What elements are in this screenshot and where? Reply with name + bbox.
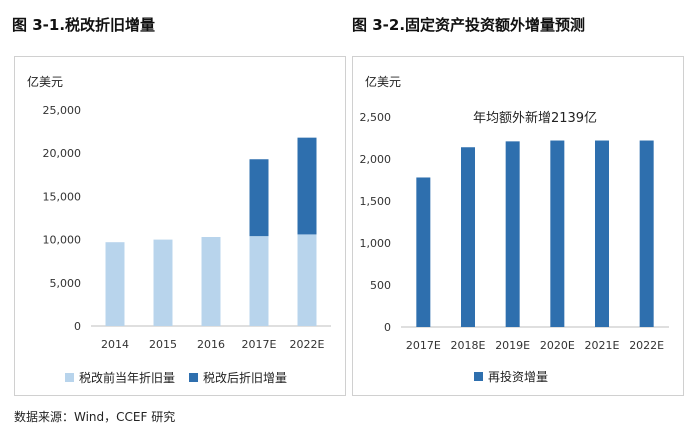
figure-1-title: 图 3-1.税改折旧增量 xyxy=(12,16,156,34)
legend-swatch-0 xyxy=(65,373,74,382)
chart-annotation: 年均额外新增2139亿 xyxy=(473,110,597,126)
chart1-svg: 0 5,000 10,000 15,000 20,000 25,000 2014 2015 20… xyxy=(43,104,331,385)
y-tick-label: 2,000 xyxy=(360,153,392,166)
x-tick-label: 2015 xyxy=(149,338,177,351)
x-tick-label: 2018E xyxy=(451,339,486,352)
chart2-unit-label: 亿美元 xyxy=(365,75,402,89)
bar-2017E-series-1 xyxy=(249,159,269,237)
bar-2022E-series-0 xyxy=(297,234,317,326)
source-note: 数据来源：Wind，CCEF 研究 xyxy=(14,410,176,424)
legend-label-0: 税改前当年折旧量 xyxy=(79,370,175,385)
y-tick-label: 1,500 xyxy=(360,195,392,208)
bar-2021E-series-0 xyxy=(595,140,609,327)
chart1-unit-label: 亿美元 xyxy=(27,75,64,89)
y-tick-label: 15,000 xyxy=(43,190,82,203)
legend-swatch-1 xyxy=(189,373,199,382)
y-tick-label: 10,000 xyxy=(43,234,82,247)
legend-label-1: 税改后折旧增量 xyxy=(203,370,287,385)
bar-2015-series-0 xyxy=(153,239,173,326)
y-tick-label: 5,000 xyxy=(50,277,82,290)
bar-2022E-series-0 xyxy=(639,140,654,327)
x-tick-label: 2014 xyxy=(101,338,129,351)
bar-2022E-series-1 xyxy=(297,137,317,235)
x-tick-label: 2017E xyxy=(242,338,277,351)
bar-2016-series-0 xyxy=(201,237,221,326)
bar-2014-series-0 xyxy=(105,242,125,326)
y-tick-label: 25,000 xyxy=(43,104,82,117)
bar-2020E-series-0 xyxy=(550,140,565,327)
figure-2-title: 图 3-2.固定资产投资额外增量预测 xyxy=(352,16,586,34)
y-tick-label: 500 xyxy=(370,279,391,292)
y-tick-label: 20,000 xyxy=(43,147,82,160)
bar-2017E-series-0 xyxy=(416,177,431,327)
y-tick-label: 1,000 xyxy=(360,237,392,250)
bar-2018E-series-0 xyxy=(461,147,475,327)
x-tick-label: 2020E xyxy=(540,339,575,352)
chart-panel-depreciation: 亿美元 0 5,000 10,000 15,000 20,000 25,000 2014 20… xyxy=(14,56,346,396)
chart2-svg: 0 500 1,000 1,500 2,000 2,500 2017E 2018E 2019E 2… xyxy=(360,110,669,384)
legend-label-0: 再投资增量 xyxy=(488,369,548,384)
y-tick-label: 0 xyxy=(74,320,81,333)
x-tick-label: 2021E xyxy=(585,339,620,352)
x-tick-label: 2022E xyxy=(629,339,664,352)
x-tick-label: 2022E xyxy=(290,338,325,351)
y-tick-label: 2,500 xyxy=(360,111,392,124)
x-tick-label: 2016 xyxy=(197,338,225,351)
bar-2019E-series-0 xyxy=(505,141,520,327)
x-tick-label: 2017E xyxy=(406,339,441,352)
x-tick-label: 2019E xyxy=(495,339,530,352)
y-tick-label: 0 xyxy=(384,321,391,334)
bar-2017E-series-0 xyxy=(249,236,269,326)
chart-panel-investment: 亿美元 0 500 1,000 1,500 2,000 2,500 2017E 2018E 20… xyxy=(352,56,684,396)
legend-swatch-0 xyxy=(474,372,483,381)
